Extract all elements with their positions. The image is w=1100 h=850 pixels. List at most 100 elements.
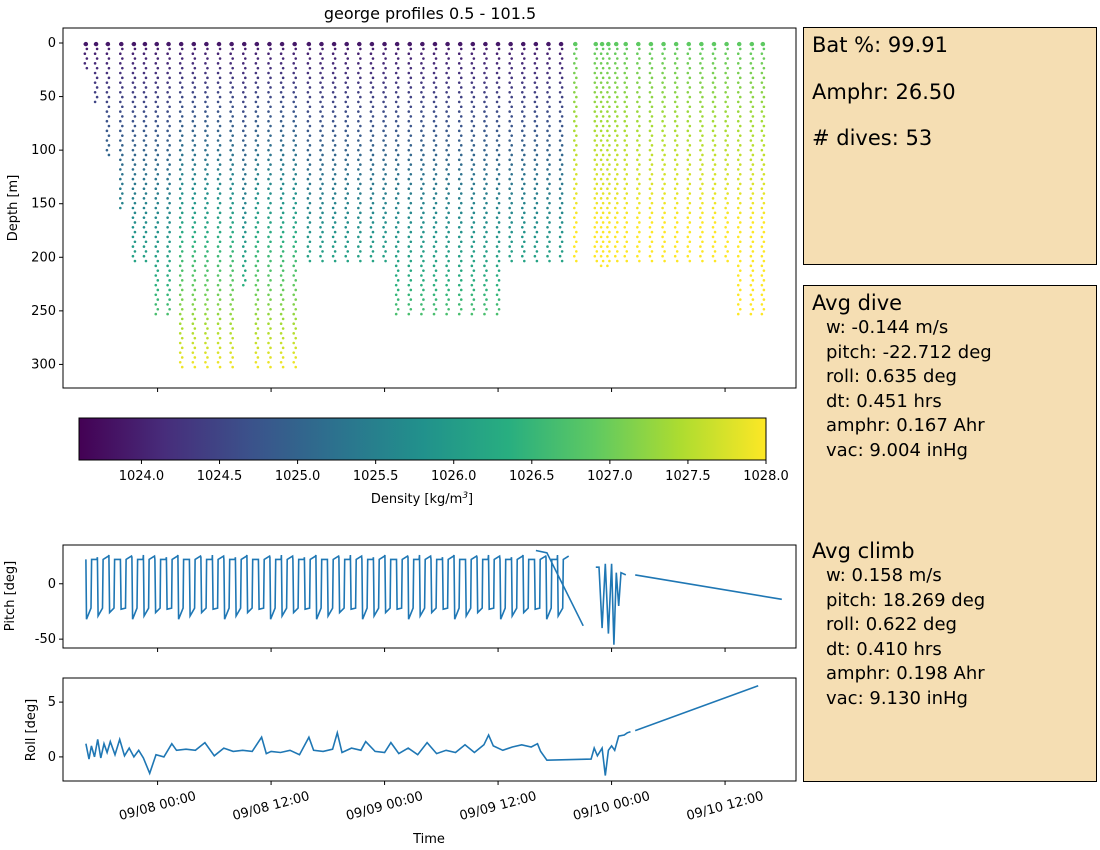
depth-point — [738, 201, 742, 205]
depth-point — [204, 197, 207, 200]
depth-point — [535, 95, 539, 99]
depth-point — [593, 168, 597, 171]
depth-point — [193, 115, 197, 118]
depth-point — [121, 192, 124, 195]
depth-point — [558, 177, 562, 181]
depth-point — [371, 115, 375, 118]
depth-point — [661, 245, 664, 248]
depth-point — [724, 225, 727, 229]
depth-point — [371, 240, 375, 244]
depth-point — [243, 124, 247, 128]
profile-11 — [216, 41, 222, 369]
depth-point — [308, 95, 312, 99]
depth-point — [281, 124, 285, 128]
depth-point — [254, 71, 258, 75]
depth-point — [510, 144, 513, 147]
depth-point — [762, 192, 766, 195]
depth-point — [292, 71, 296, 75]
depth-point — [497, 279, 501, 282]
depth-point — [762, 47, 766, 51]
depth-point — [319, 187, 322, 191]
depth-point — [369, 158, 373, 162]
depth-point — [508, 245, 511, 248]
pitch-y-tick-label: -50 — [35, 632, 56, 647]
depth-point — [229, 245, 232, 248]
depth-point — [396, 192, 400, 195]
profile-23 — [369, 41, 375, 263]
depth-point — [206, 115, 209, 118]
depth-point — [321, 115, 324, 118]
depth-point — [736, 187, 740, 191]
depth-point — [593, 148, 597, 152]
depth-point — [229, 332, 232, 335]
depth-point — [306, 206, 310, 210]
depth-point — [333, 66, 337, 70]
depth-point — [546, 158, 549, 162]
depth-point — [333, 230, 337, 234]
depth-point — [267, 332, 270, 335]
depth-point — [292, 197, 296, 200]
depth-point — [573, 81, 576, 84]
depth-point — [593, 187, 597, 191]
depth-point — [675, 153, 679, 157]
depth-point — [736, 216, 740, 219]
depth-point — [229, 274, 232, 277]
depth-point — [241, 139, 245, 142]
depth-point — [638, 192, 641, 195]
depth-point — [256, 105, 260, 109]
depth-point — [156, 307, 160, 311]
colorbar-tick-label: 1028.0 — [743, 469, 789, 484]
depth-point — [546, 177, 549, 181]
depth-point — [394, 110, 398, 113]
depth-point — [409, 221, 413, 224]
depth-point — [243, 279, 247, 282]
depth-point — [294, 288, 298, 292]
depth-point — [548, 57, 551, 60]
depth-point — [508, 254, 511, 258]
depth-point — [573, 254, 576, 258]
depth-point — [142, 100, 146, 104]
depth-point — [359, 192, 362, 195]
depth-point — [520, 254, 524, 258]
depth-point — [382, 254, 385, 258]
depth-point — [599, 100, 603, 104]
depth-point — [331, 81, 335, 84]
depth-point — [154, 303, 158, 306]
depth-point — [359, 221, 362, 224]
time-x-tick-label: 09/08 00:00 — [118, 789, 198, 824]
depth-point — [726, 201, 729, 205]
depth-point — [595, 172, 599, 176]
depth-point — [191, 235, 195, 239]
depth-point — [144, 66, 148, 70]
depth-point — [281, 356, 285, 359]
depth-point — [105, 129, 109, 133]
depth-point — [508, 235, 511, 239]
depth-point — [508, 139, 511, 142]
depth-point — [256, 124, 260, 128]
depth-point — [762, 250, 766, 253]
depth-point — [483, 81, 486, 84]
depth-point — [191, 119, 195, 123]
depth-point — [119, 100, 122, 104]
depth-point — [701, 259, 704, 263]
depth-point — [357, 177, 360, 181]
depth-point — [726, 240, 729, 244]
depth-point — [216, 158, 220, 162]
depth-point — [548, 95, 551, 99]
depth-point — [422, 240, 425, 244]
depth-point — [535, 163, 539, 166]
depth-point — [384, 201, 387, 205]
depth-point — [166, 264, 169, 268]
depth-y-tick-label: 200 — [31, 250, 56, 265]
depth-point — [409, 124, 413, 128]
depth-point — [762, 153, 766, 157]
depth-point — [749, 293, 753, 297]
depth-point — [241, 264, 245, 268]
depth-point — [206, 47, 209, 51]
profile-29 — [445, 41, 450, 316]
depth-point — [256, 279, 260, 282]
depth-point — [760, 235, 764, 239]
depth-point — [193, 298, 197, 301]
depth-point — [447, 192, 450, 195]
depth-point — [472, 250, 476, 253]
